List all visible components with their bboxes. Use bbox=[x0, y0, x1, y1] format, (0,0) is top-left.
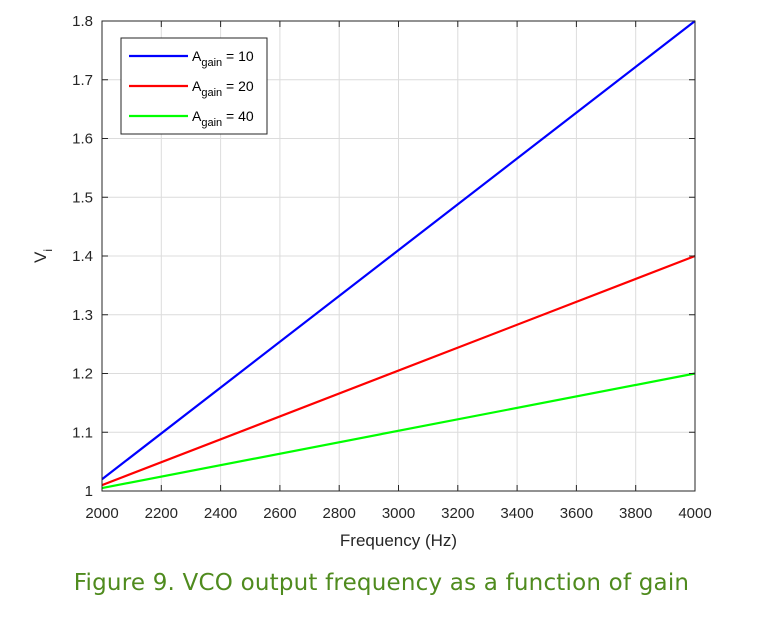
x-tick-label: 2600 bbox=[263, 505, 296, 522]
legend-label-main: A bbox=[192, 48, 202, 64]
svg-text:Vi: Vi bbox=[31, 249, 55, 263]
y-axis-label: Vi bbox=[31, 249, 55, 263]
x-tick-label: 2200 bbox=[145, 505, 178, 522]
legend-label-suffix: = 10 bbox=[222, 48, 254, 64]
axis-ticks bbox=[101, 20, 696, 492]
x-tick-label: 3400 bbox=[500, 505, 533, 522]
legend-label-sub: gain bbox=[201, 87, 222, 99]
chart: 2000 2200 2400 2600 2800 3000 3200 3400 3600 3800… bbox=[31, 13, 712, 550]
y-tick-label: 1.8 bbox=[72, 13, 93, 30]
y-axis-label-sub: i bbox=[41, 249, 55, 252]
series-line-3 bbox=[101, 372, 696, 490]
x-tick-label: 2800 bbox=[323, 505, 356, 522]
y-tick-label: 1.2 bbox=[72, 366, 93, 383]
series-line-2 bbox=[101, 254, 696, 487]
y-tick-label: 1 bbox=[85, 483, 93, 500]
series-lines bbox=[101, 20, 696, 490]
y-tick-label: 1.6 bbox=[72, 131, 93, 148]
y-axis-label-main: V bbox=[31, 251, 50, 263]
x-tick-labels: 2000 2200 2400 2600 2800 3000 3200 3400 3600 3800… bbox=[85, 505, 711, 522]
x-tick-label: 2400 bbox=[204, 505, 237, 522]
series-line-1 bbox=[101, 20, 696, 481]
legend-label-main: A bbox=[192, 108, 202, 124]
y-tick-label: 1.5 bbox=[72, 189, 93, 206]
y-tick-label: 1.3 bbox=[72, 307, 93, 324]
figure-caption: Figure 9. VCO output frequency as a func… bbox=[73, 570, 690, 596]
x-tick-label: 3200 bbox=[441, 505, 474, 522]
y-tick-labels: 1 1.1 1.2 1.3 1.4 1.5 1.6 1.7 1.8 bbox=[72, 13, 93, 500]
x-tick-label: 4000 bbox=[678, 505, 711, 522]
legend-label: Again = 40 bbox=[192, 108, 254, 129]
x-axis-label: Frequency (Hz) bbox=[340, 531, 457, 550]
legend-label: Again = 10 bbox=[192, 48, 254, 69]
legend-item-3: Again = 40 bbox=[129, 108, 254, 129]
legend-label: Again = 20 bbox=[192, 78, 254, 99]
x-tick-label: 3000 bbox=[382, 505, 415, 522]
y-tick-label: 1.7 bbox=[72, 72, 93, 89]
legend-label-sub: gain bbox=[201, 57, 222, 69]
legend-item-2: Again = 20 bbox=[129, 78, 254, 99]
y-tick-label: 1.4 bbox=[72, 248, 93, 265]
y-tick-label: 1.1 bbox=[72, 424, 93, 441]
legend-label-suffix: = 20 bbox=[222, 78, 254, 94]
legend-label-main: A bbox=[192, 78, 202, 94]
x-tick-label: 3800 bbox=[619, 505, 652, 522]
x-tick-label: 3600 bbox=[560, 505, 593, 522]
x-tick-label: 2000 bbox=[85, 505, 118, 522]
legend-item-1: Again = 10 bbox=[129, 48, 254, 69]
legend-label-sub: gain bbox=[201, 117, 222, 129]
legend-label-suffix: = 40 bbox=[222, 108, 254, 124]
